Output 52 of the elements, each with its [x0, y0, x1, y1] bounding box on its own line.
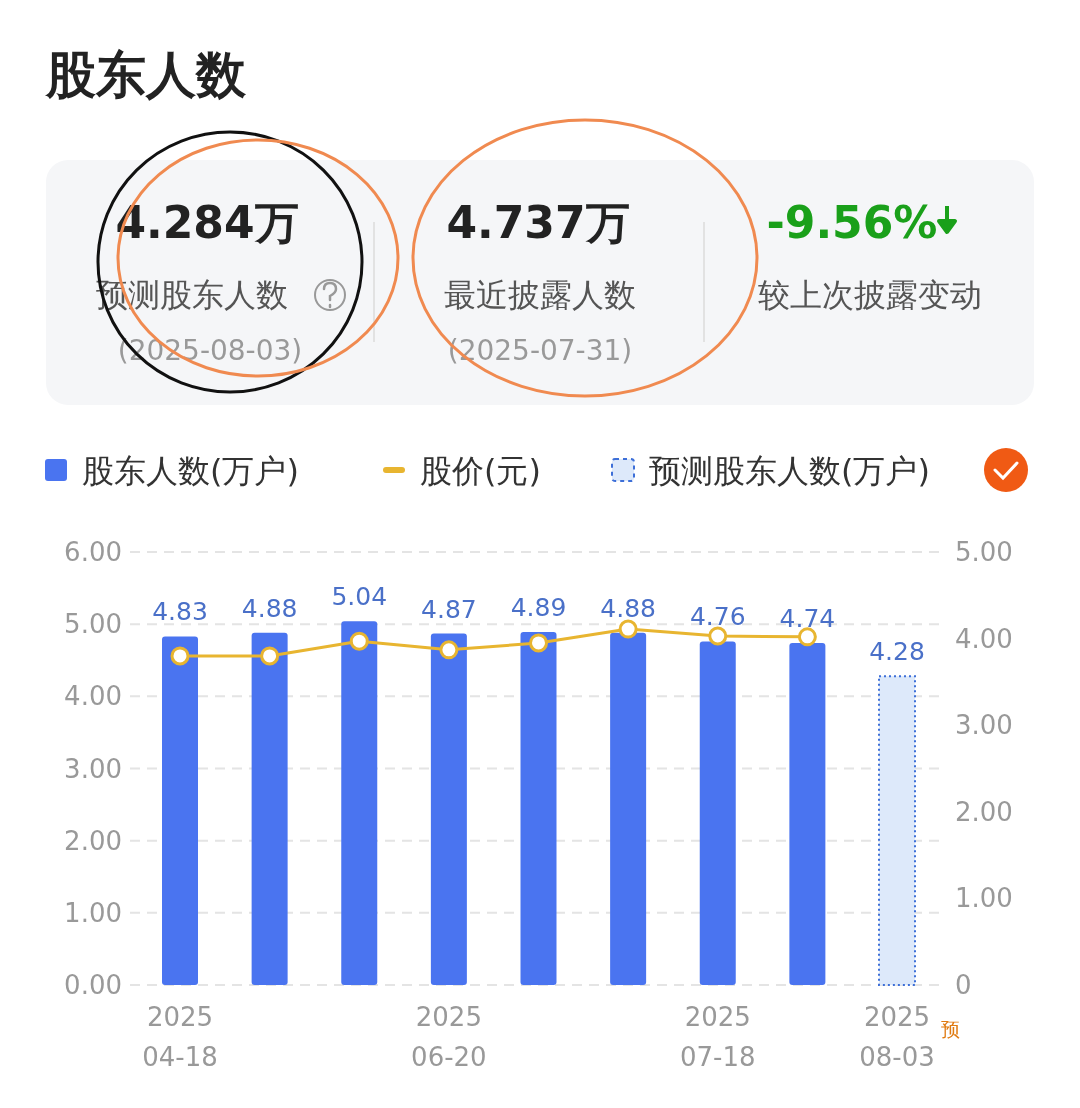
legend-label: 股价(元) — [420, 452, 541, 490]
y-tick-label: 0.00 — [64, 970, 122, 1000]
bar — [162, 636, 198, 985]
bar — [341, 621, 378, 985]
y-tick-label: 3.00 — [64, 753, 122, 784]
data-label: 4.87 — [421, 594, 477, 624]
point — [618, 619, 638, 639]
point — [439, 640, 459, 660]
point — [170, 646, 190, 666]
legend-label: 预测股东人数(万户) — [649, 452, 930, 490]
data-label: 4.28 — [869, 637, 925, 667]
x-tick-label: 2025 06-20 — [411, 1002, 487, 1072]
text: 预 — [940, 1018, 960, 1040]
text: 较上次披露变动 — [758, 276, 982, 314]
y-tick-label: 6.00 — [64, 537, 122, 567]
text: 4.737万 — [446, 197, 630, 248]
bar — [520, 632, 557, 985]
y-tick-label: 5.00 — [64, 609, 122, 640]
bar — [699, 641, 736, 985]
y-tick-label: 2.00 — [64, 825, 122, 856]
data-label: 4.88 — [241, 593, 298, 623]
point — [349, 631, 369, 651]
text: 最近披露人数 — [444, 276, 636, 314]
bar — [878, 675, 916, 986]
text: -9.56% — [766, 197, 938, 248]
data-label: 4.83 — [152, 597, 208, 627]
x-tick-label: 2025 08-03 — [859, 1002, 935, 1072]
data-label: 4.76 — [689, 602, 746, 632]
data-label: 4.88 — [600, 593, 656, 623]
bar — [610, 632, 647, 985]
point — [708, 626, 728, 646]
chart-title: 股东人数 — [44, 46, 247, 104]
y2-tick-label: 5.00 — [955, 537, 1013, 567]
y2-tick-label: 2.00 — [955, 796, 1013, 827]
point — [797, 627, 817, 647]
data-label: 4.74 — [779, 603, 836, 633]
x-tick-label: 2025 07-18 — [679, 1002, 756, 1072]
y2-tick-label: 1.00 — [955, 883, 1013, 914]
point — [529, 633, 548, 653]
bar — [251, 632, 288, 985]
legend-label: 股东人数(万户) — [82, 452, 299, 490]
point — [260, 646, 280, 666]
y-tick-label: 4.00 — [64, 681, 122, 712]
y2-tick-label: 0 — [955, 970, 972, 1000]
y2-tick-label: 4.00 — [955, 623, 1013, 654]
bar — [430, 633, 467, 985]
bar — [789, 642, 826, 985]
data-label: 4.89 — [510, 593, 567, 623]
y2-tick-label: 3.00 — [955, 710, 1013, 741]
y-tick-label: 1.00 — [64, 897, 122, 928]
data-label: 5.04 — [331, 582, 388, 612]
x-tick-label: 2025 04-18 — [142, 1002, 218, 1072]
